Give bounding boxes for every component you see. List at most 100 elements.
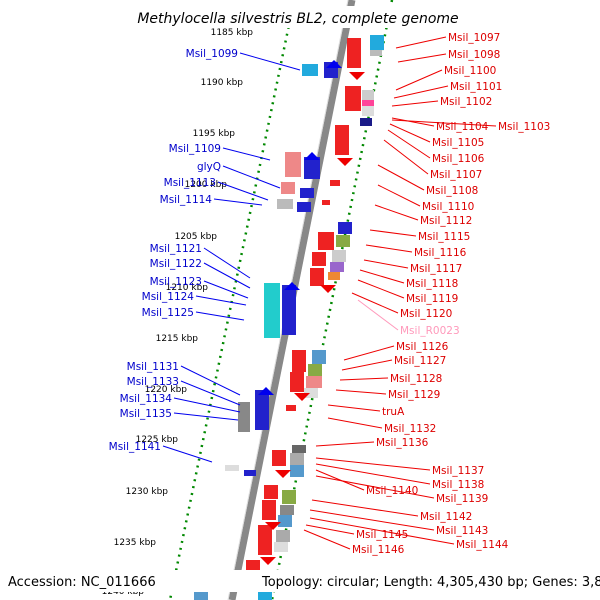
gene-feature[interactable] (292, 445, 306, 453)
gene-feature[interactable] (312, 252, 326, 266)
gene-label[interactable]: Msil_1097 (448, 32, 500, 44)
gene-label[interactable]: Msil_1125 (142, 307, 194, 319)
gene-label[interactable]: Msil_1144 (456, 539, 509, 551)
gene-feature[interactable] (225, 465, 239, 471)
gene-label[interactable]: Msil_1098 (448, 49, 500, 61)
gene-feature[interactable] (272, 450, 286, 466)
gene-feature[interactable] (290, 453, 304, 465)
gene-feature[interactable] (322, 200, 330, 205)
gene-feature[interactable] (370, 35, 384, 50)
gene-label[interactable]: Msil_1116 (414, 247, 467, 259)
gene-feature[interactable] (258, 525, 272, 555)
gene-feature[interactable] (282, 285, 296, 335)
gene-label[interactable]: truA (382, 406, 405, 418)
gene-label[interactable]: Msil_1139 (436, 493, 488, 505)
gene-label[interactable]: Msil_1122 (150, 258, 202, 270)
gene-label[interactable]: Msil_1100 (444, 65, 496, 77)
gene-label[interactable]: Msil_1099 (186, 48, 238, 60)
gene-label[interactable]: Msil_1131 (127, 361, 179, 373)
gene-label[interactable]: Msil_1143 (436, 525, 488, 537)
gene-feature[interactable] (312, 350, 326, 364)
gene-label[interactable]: Msil_1104 (436, 121, 489, 133)
gene-label[interactable]: Msil_1124 (142, 291, 195, 303)
gene-label[interactable]: Msil_1140 (366, 485, 418, 497)
gene-feature[interactable] (362, 90, 374, 100)
gene-label[interactable]: Msil_1113 (164, 177, 216, 189)
gene-feature[interactable] (238, 402, 250, 432)
gene-label[interactable]: Msil_1121 (150, 243, 202, 255)
gene-feature[interactable] (360, 118, 372, 126)
gene-feature[interactable] (244, 470, 256, 476)
gene-label[interactable]: Msil_1142 (420, 511, 472, 523)
gene-label[interactable]: Msil_1112 (420, 215, 472, 227)
gene-label[interactable]: Msil_1107 (430, 169, 482, 181)
gene-feature[interactable] (297, 202, 311, 212)
gene-feature[interactable] (306, 376, 322, 388)
gene-feature[interactable] (362, 106, 374, 116)
gene-feature[interactable] (336, 235, 350, 247)
gene-label[interactable]: Msil_1135 (120, 408, 172, 420)
gene-label[interactable]: Msil_1102 (440, 96, 492, 108)
gene-feature[interactable] (277, 199, 293, 209)
gene-feature[interactable] (264, 485, 278, 499)
gene-feature[interactable] (370, 50, 382, 56)
gene-feature[interactable] (318, 232, 334, 250)
gene-feature[interactable] (276, 530, 290, 542)
gene-label[interactable]: Msil_1126 (396, 341, 449, 353)
gene-feature[interactable] (280, 505, 294, 515)
gene-label[interactable]: Msil_1133 (127, 376, 179, 388)
gene-label[interactable]: Msil_1134 (120, 393, 173, 405)
gene-label[interactable]: Msil_1101 (450, 81, 502, 93)
gene-label[interactable]: Msil_1141 (109, 441, 161, 453)
gene-feature[interactable] (304, 388, 318, 398)
gene-label[interactable]: Msil_1117 (410, 263, 462, 275)
gene-label[interactable]: Msil_1137 (432, 465, 484, 477)
gene-feature[interactable] (328, 272, 340, 280)
gene-label[interactable]: Msil_1120 (400, 308, 452, 320)
gene-feature[interactable] (282, 490, 296, 504)
gene-feature[interactable] (308, 364, 322, 376)
gene-feature[interactable] (292, 350, 306, 372)
gene-label[interactable]: glyQ (197, 161, 221, 173)
gene-feature[interactable] (194, 590, 208, 600)
gene-feature[interactable] (362, 100, 374, 106)
gene-feature[interactable] (278, 515, 292, 527)
gene-feature[interactable] (281, 182, 295, 194)
gene-label[interactable]: Msil_1123 (150, 276, 202, 288)
gene-label[interactable]: Msil_1106 (432, 153, 485, 165)
gene-feature[interactable] (304, 157, 320, 179)
gene-label[interactable]: Msil_1115 (418, 231, 470, 243)
gene-label[interactable]: Msil_1132 (384, 423, 436, 435)
gene-feature[interactable] (264, 283, 280, 338)
gene-feature[interactable] (285, 152, 301, 177)
gene-feature[interactable] (300, 188, 314, 198)
gene-label[interactable]: Msil_1138 (432, 479, 484, 491)
gene-feature[interactable] (347, 38, 361, 68)
gene-feature[interactable] (330, 180, 340, 186)
gene-label[interactable]: Msil_1105 (432, 137, 484, 149)
gene-label[interactable]: Msil_R0023 (400, 325, 460, 337)
gene-label[interactable]: Msil_1145 (356, 529, 408, 541)
gene-feature[interactable] (330, 262, 344, 272)
gene-label[interactable]: Msil_1110 (422, 201, 474, 213)
gene-feature[interactable] (262, 500, 276, 520)
gene-feature[interactable] (335, 125, 349, 155)
gene-label[interactable]: Msil_1129 (388, 389, 440, 401)
gene-feature[interactable] (310, 268, 324, 286)
gene-label[interactable]: Msil_1118 (406, 278, 458, 290)
gene-feature[interactable] (338, 222, 352, 234)
gene-feature[interactable] (286, 405, 296, 411)
gene-label[interactable]: Msil_1136 (376, 437, 429, 449)
gene-feature[interactable] (290, 372, 304, 392)
gene-label[interactable]: Msil_1127 (394, 355, 446, 367)
gene-feature[interactable] (290, 465, 304, 477)
gene-label[interactable]: Msil_1108 (426, 185, 478, 197)
gene-label[interactable]: Msil_1146 (352, 544, 405, 556)
gene-label[interactable]: Msil_1119 (406, 293, 458, 305)
gene-feature[interactable] (274, 542, 288, 552)
gene-feature[interactable] (302, 64, 318, 76)
gene-feature[interactable] (255, 390, 269, 430)
gene-label[interactable]: Msil_1103 (498, 121, 550, 133)
gene-label[interactable]: Msil_1114 (160, 194, 213, 206)
gene-feature[interactable] (332, 250, 346, 262)
